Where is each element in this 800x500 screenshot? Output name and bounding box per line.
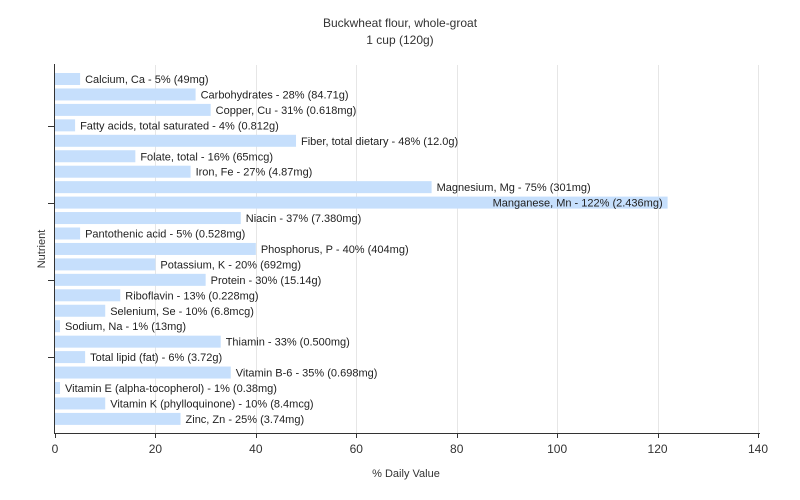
bar [55, 196, 668, 209]
bar [55, 304, 106, 317]
bar-label: Manganese, Mn - 122% (2.436mg) [493, 198, 663, 210]
chart-title: Buckwheat flour, whole-groat [323, 16, 478, 30]
bar-label: Total lipid (fat) - 6% (3.72g) [90, 352, 222, 364]
bar [55, 397, 106, 410]
bar [55, 412, 181, 425]
bar-label: Selenium, Se - 10% (6.8mcg) [110, 306, 254, 318]
x-tick-label: 80 [450, 442, 464, 456]
bar-label: Potassium, K - 20% (692mg) [160, 259, 301, 271]
bar-label: Calcium, Ca - 5% (49mg) [85, 74, 208, 86]
bar [55, 335, 221, 348]
bar-label: Fatty acids, total saturated - 4% (0.812… [80, 120, 279, 132]
bar [55, 366, 231, 379]
bar-label: Magnesium, Mg - 75% (301mg) [437, 182, 591, 194]
bar-label: Niacin - 37% (7.380mg) [246, 213, 362, 225]
chart-subtitle: 1 cup (120g) [366, 33, 433, 47]
bar-label: Protein - 30% (15.14g) [211, 275, 322, 287]
x-tick-label: 140 [748, 442, 768, 456]
bar-label: Vitamin K (phylloquinone) - 10% (8.4mcg) [110, 398, 313, 410]
bar-label: Carbohydrates - 28% (84.71g) [201, 89, 349, 101]
bar [55, 212, 241, 225]
bar-label: Pantothenic acid - 5% (0.528mg) [85, 229, 245, 241]
bar-label: Zinc, Zn - 25% (3.74mg) [186, 414, 305, 426]
grid-lines [155, 65, 759, 433]
bar-label: Phosphorus, P - 40% (404mg) [261, 244, 409, 256]
axes [54, 64, 760, 434]
bar [55, 134, 297, 147]
bar [55, 258, 156, 271]
bar-label: Folate, total - 16% (65mcg) [140, 151, 273, 163]
bar [55, 119, 76, 132]
bar-label: Fiber, total dietary - 48% (12.0g) [301, 136, 458, 148]
bar-label: Vitamin B-6 - 35% (0.698mg) [236, 368, 378, 380]
x-tick-label: 0 [52, 442, 59, 456]
bar [55, 73, 81, 85]
x-axis-label: % Daily Value [372, 468, 440, 480]
bar [55, 165, 191, 178]
bar [55, 289, 121, 302]
bar-label: Thiamin - 33% (0.500mg) [226, 337, 350, 349]
bar [55, 273, 206, 286]
y-axis-label: Nutrient [36, 230, 48, 269]
bar [55, 103, 211, 116]
x-tick-label: 100 [547, 442, 567, 456]
bar [55, 150, 136, 163]
bar [55, 242, 256, 255]
bar-label: Copper, Cu - 31% (0.618mg) [216, 105, 357, 117]
bar-label: Vitamin E (alpha-tocopherol) - 1% (0.38m… [65, 383, 277, 395]
bar [55, 88, 196, 101]
x-tick-label: 40 [249, 442, 263, 456]
bars: Calcium, Ca - 5% (49mg) Carbohydrates - 2… [55, 73, 668, 426]
bar [55, 181, 432, 194]
bar [55, 227, 81, 240]
bar-label: Riboflavin - 13% (0.228mg) [125, 290, 258, 302]
x-tick-label: 120 [648, 442, 668, 456]
x-tick-label: 60 [350, 442, 364, 456]
bar-label: Sodium, Na - 1% (13mg) [65, 321, 186, 333]
bar [55, 320, 61, 333]
x-tick-label: 20 [149, 442, 163, 456]
bar-label: Iron, Fe - 27% (4.87mg) [196, 167, 313, 179]
bar [55, 382, 61, 394]
x-ticks: 0 20 40 60 80 100 120 140 [48, 126, 768, 456]
bar [55, 351, 86, 364]
